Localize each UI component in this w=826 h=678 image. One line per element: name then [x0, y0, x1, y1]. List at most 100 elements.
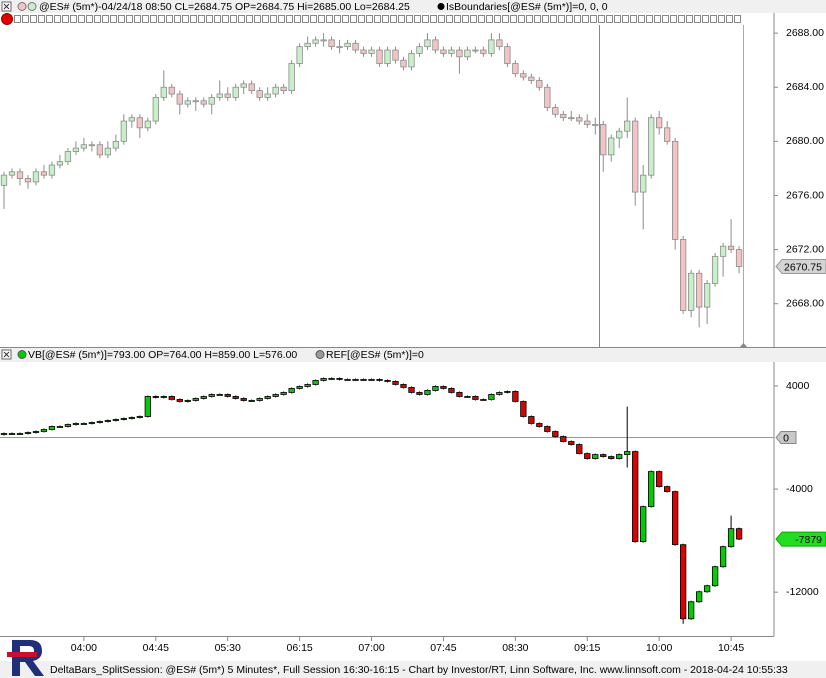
candle-body	[56, 161, 64, 166]
icon	[437, 3, 445, 10]
candle-body	[408, 53, 415, 68]
candle-body	[200, 100, 207, 105]
boundary-box	[518, 15, 525, 23]
boundary-box	[406, 15, 413, 23]
candle-body	[112, 419, 120, 421]
footer: DeltaBars_SplitSession: @ES# (5m*) 5 Min…	[50, 664, 788, 676]
y-tick-label: 2672.00	[786, 243, 824, 255]
boundary-box	[550, 15, 557, 23]
candle-body	[727, 528, 735, 548]
candle-body	[632, 120, 639, 193]
boundary-box	[638, 15, 645, 23]
candle-body	[224, 394, 231, 397]
boundary-box	[286, 15, 293, 23]
candle-body	[80, 423, 88, 425]
candle-body	[584, 120, 591, 125]
boundary-box	[446, 15, 453, 23]
candle-body	[592, 124, 599, 126]
boundary-box	[110, 15, 117, 23]
ref-label: 0	[783, 432, 789, 444]
candle-body	[64, 424, 72, 427]
boundary-box	[94, 15, 101, 23]
boundary-box	[710, 15, 717, 23]
candle-body	[16, 433, 24, 435]
boundary-box	[358, 15, 365, 23]
boundary-box	[30, 15, 37, 23]
top-header-bar	[0, 0, 826, 13]
boundary-box	[174, 15, 181, 23]
candle-body	[608, 137, 615, 156]
last-value-marker	[775, 531, 826, 547]
boundary-box	[382, 15, 389, 23]
boundary-box	[590, 15, 597, 23]
candle-body	[72, 147, 80, 152]
candle-body	[384, 380, 391, 382]
candle-body	[272, 86, 279, 95]
candle-body	[440, 386, 447, 389]
candle-body	[128, 417, 135, 419]
candle-body	[240, 398, 247, 401]
boundary-box	[582, 15, 589, 23]
candle-body	[656, 117, 663, 129]
candle-body	[552, 107, 559, 115]
candle-body	[512, 391, 519, 402]
candle-body	[504, 46, 511, 64]
boundary-box	[670, 15, 677, 23]
candle-body	[640, 174, 647, 193]
candle-body	[256, 398, 263, 401]
candle-body	[576, 117, 583, 122]
candle-body	[480, 49, 487, 54]
boundary-box	[262, 15, 269, 23]
last-value-marker	[775, 259, 826, 274]
boundary-box	[694, 15, 701, 23]
candle-body	[664, 486, 671, 493]
candle-body	[680, 239, 687, 311]
candle-body	[184, 100, 191, 105]
candle-body	[176, 93, 183, 105]
bottom-header-bar	[0, 347, 826, 362]
candle-body	[680, 544, 687, 620]
candle-body	[528, 76, 535, 81]
candle-body	[376, 49, 383, 64]
logo	[7, 640, 44, 676]
candle-body	[703, 585, 711, 593]
candle-body	[456, 49, 463, 58]
y-tick-label: 2680.00	[786, 135, 824, 147]
icon	[17, 350, 27, 359]
top-indicator: IsBoundaries[@ES# (5m*)]=0, 0, 0	[446, 1, 608, 13]
candle-body	[88, 144, 96, 147]
candle-body	[695, 591, 703, 603]
candle-body	[520, 73, 527, 78]
y-tick-label: 2676.00	[786, 189, 824, 201]
candle-body	[672, 140, 679, 240]
boundary-box	[462, 15, 469, 23]
candle-body	[248, 400, 255, 402]
boundary-box	[342, 15, 349, 23]
candle-body	[392, 49, 399, 61]
candle-body	[24, 178, 32, 183]
boundary-box	[438, 15, 445, 23]
close-x	[3, 351, 10, 358]
logo-r	[12, 640, 44, 676]
boundary-box	[190, 15, 197, 23]
candle-body	[192, 398, 199, 401]
candle-body	[152, 396, 159, 398]
candle-body	[232, 396, 239, 399]
boundary-box	[334, 15, 341, 23]
boundary-box	[22, 15, 29, 23]
boundary-box	[54, 15, 61, 23]
boundary-box	[198, 15, 205, 23]
x-tick-label: 07:45	[430, 642, 456, 654]
candle-body	[608, 456, 615, 459]
candle-body	[336, 46, 343, 49]
boundary-box	[278, 15, 285, 23]
candle-body	[280, 86, 287, 92]
candle-body	[104, 147, 112, 156]
boundary-box	[414, 15, 421, 23]
boundary-box	[398, 15, 405, 23]
boundary-box	[238, 15, 245, 23]
candle-body	[240, 83, 247, 88]
boundary-box	[494, 15, 501, 23]
candle-body	[472, 396, 479, 400]
candle-body	[64, 151, 72, 163]
